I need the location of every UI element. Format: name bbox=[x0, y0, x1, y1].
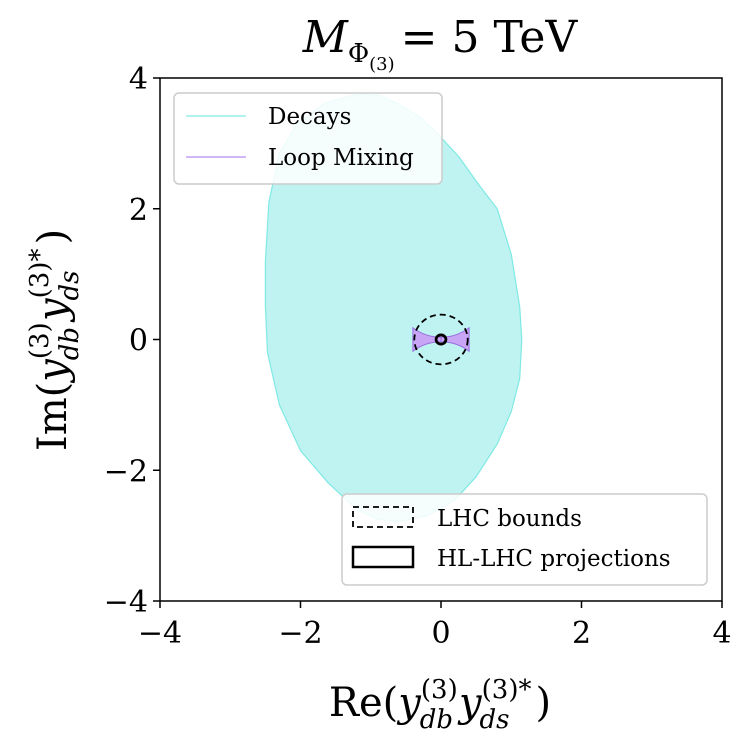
legend-lhc-swatch bbox=[352, 506, 414, 528]
y-axis-title: Im(y(3)dby(3)*ds) bbox=[25, 229, 85, 451]
x-tick-label: 2 bbox=[572, 616, 591, 651]
x-axis: −4 −2 0 2 4 bbox=[138, 601, 732, 651]
legend-box bbox=[341, 493, 708, 586]
chart-title: MΦ(3)= 5 TeV bbox=[302, 12, 579, 75]
loop-mixing-region bbox=[412, 326, 470, 353]
x-axis-title: Re(y(3) db y(3)* ds) bbox=[329, 675, 551, 735]
y-tick-label: 2 bbox=[129, 193, 148, 228]
legend-top-left: Decays Loop Mixing bbox=[173, 92, 443, 185]
legend-loop-label: Loop Mixing bbox=[268, 145, 414, 171]
legend-lhc-label: LHC bounds bbox=[437, 506, 582, 532]
x-tick-label: 4 bbox=[712, 616, 731, 651]
y-tick-label: 4 bbox=[129, 62, 148, 97]
legend-decays-label: Decays bbox=[268, 104, 351, 130]
y-tick-label: 0 bbox=[129, 324, 148, 359]
legend-hllhc-label: HL-LHC projections bbox=[437, 546, 671, 572]
legend-bottom-right: LHC bounds HL-LHC projections bbox=[341, 493, 708, 586]
y-tick-label: −2 bbox=[104, 454, 148, 489]
loop-mixing-lobe bbox=[440, 326, 470, 353]
bound-circles bbox=[413, 313, 469, 366]
x-tick-label: 0 bbox=[431, 616, 450, 651]
lhc-bound-circle bbox=[413, 313, 469, 366]
y-axis: −4 −2 0 2 4 bbox=[104, 62, 160, 620]
x-tick-label: −2 bbox=[278, 616, 322, 651]
loop-mixing-lobe bbox=[412, 326, 442, 353]
x-tick-label: −4 bbox=[138, 616, 182, 651]
y-tick-label: −4 bbox=[104, 585, 148, 620]
legend-hllhc-swatch bbox=[351, 545, 415, 569]
hl-lhc-projection-circle bbox=[434, 333, 448, 346]
